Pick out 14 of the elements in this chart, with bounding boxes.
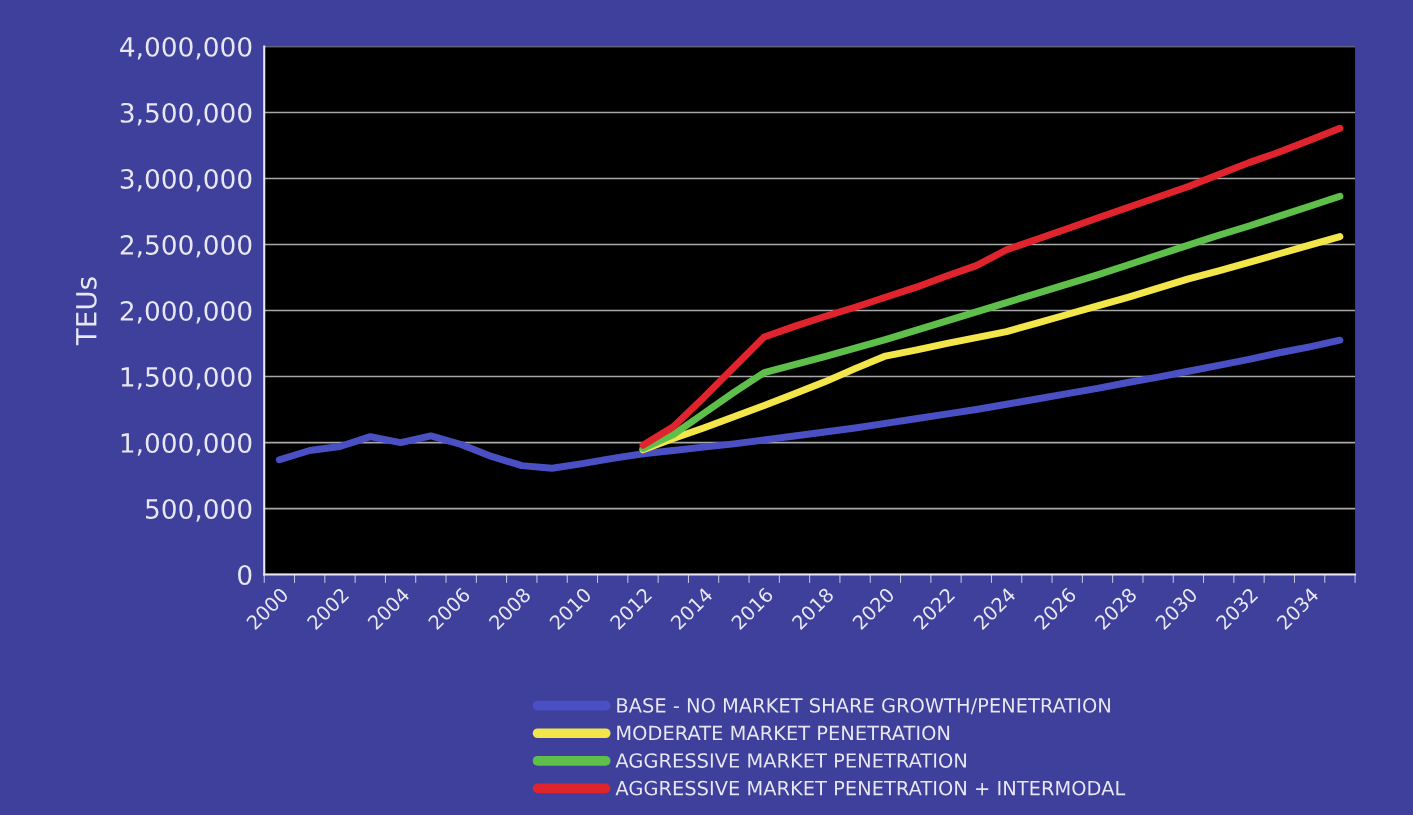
y-tick-label: 3,500,000 [120,102,252,126]
legend-label: AGGRESSIVE MARKET PENETRATION [615,753,966,768]
y-tick-label: 3,000,000 [120,168,252,192]
y-tick-label: 2,500,000 [120,234,252,258]
y-tick-label: 0 [238,565,252,585]
y-tick-label: 500,000 [146,499,252,522]
y-tick-label: 1,000,000 [121,432,252,456]
legend-label: MODERATE MARKET PENETRATION [617,725,950,741]
legend-label: AGGRESSIVE MARKET PENETRATION + INTERMODAL [615,780,1126,796]
y-tick-label: 2,000,000 [120,300,252,324]
y-tick-label: 1,500,000 [121,366,252,390]
y-axis-title: TEUs [76,277,97,346]
y-tick-label: 4,000,000 [120,36,252,60]
legend-label: BASE - NO MARKET SHARE GROWTH/PENETRATION [617,698,1110,715]
